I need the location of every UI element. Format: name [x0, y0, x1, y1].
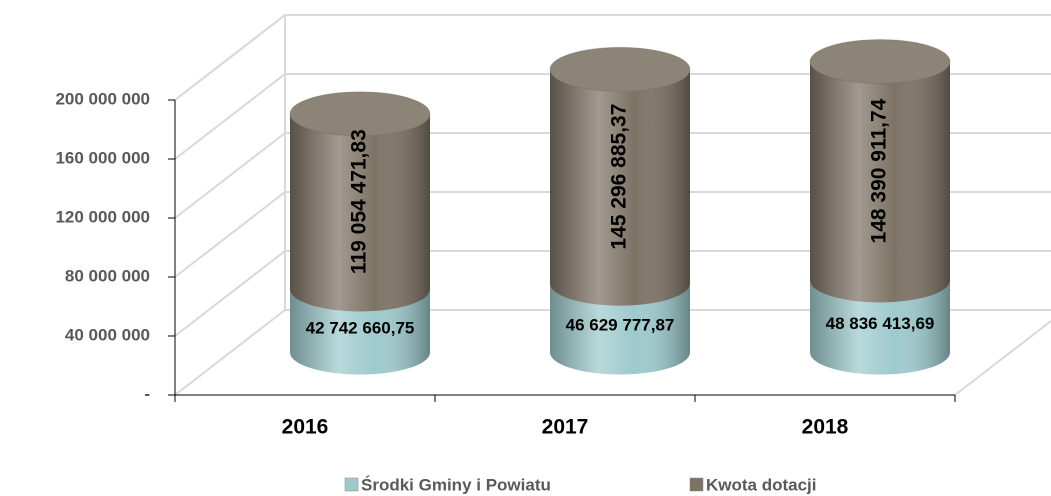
cylinder-top [550, 47, 690, 92]
cylinder-shading [290, 289, 430, 375]
y-tick-label: 120 000 000 [55, 207, 150, 226]
wall-edge [954, 320, 1051, 396]
x-tick-label: 2018 [802, 416, 849, 439]
legend-label: Kwota dotacji [706, 475, 817, 494]
grid-line [174, 14, 1051, 101]
cylinder-shading [550, 283, 690, 375]
cylinder-top [290, 91, 430, 136]
x-tick-label: 2017 [542, 416, 589, 439]
value-label: 145 296 885,37 [608, 104, 631, 250]
cylinder-top-shading [289, 91, 431, 137]
legend-label: Środki Gminy i Powiatu [361, 475, 551, 494]
cylinder-top [810, 39, 950, 84]
cylinder-shading [810, 280, 950, 375]
grid-line [174, 309, 1051, 396]
y-tick-label: 200 000 000 [55, 89, 150, 108]
y-tick-label: - [144, 384, 150, 403]
legend-swatch [344, 477, 359, 492]
legend-swatch [689, 477, 704, 492]
cylinder-top-shading [809, 39, 951, 85]
value-label: 119 054 471,83 [348, 129, 371, 274]
grid-line [174, 73, 1051, 160]
cylinder-shading [550, 69, 690, 306]
grid-line [174, 132, 1051, 219]
y-tick-label: 40 000 000 [65, 325, 150, 344]
value-label: 42 742 660,75 [306, 318, 415, 337]
grid-line [174, 250, 1051, 337]
y-tick-label: 160 000 000 [55, 148, 150, 167]
cylinder-shading [290, 113, 430, 312]
cylinder-top-shading [549, 46, 691, 92]
grid-line [174, 191, 1051, 278]
value-label: 48 836 413,69 [826, 314, 935, 333]
x-tick-label: 2016 [282, 416, 329, 439]
cylinder-shading [810, 61, 950, 303]
y-tick-label: 80 000 000 [65, 266, 150, 285]
value-label: 46 629 777,87 [566, 316, 675, 335]
value-label: 148 390 911,74 [868, 98, 891, 243]
